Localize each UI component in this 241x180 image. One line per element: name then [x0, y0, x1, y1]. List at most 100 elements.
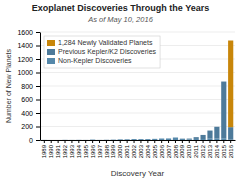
bar — [118, 139, 123, 140]
x-tick-mark — [51, 140, 52, 143]
bar — [187, 139, 192, 140]
x-tick-mark — [230, 140, 231, 143]
x-tick-mark — [71, 140, 72, 143]
x-tick: 2014 — [214, 140, 220, 158]
x-tick: 2016 — [228, 140, 234, 158]
x-tick-label: 1996 — [90, 144, 96, 158]
x-tick-label: 1999 — [110, 144, 116, 158]
bar — [90, 139, 95, 140]
x-tick: 2010 — [186, 140, 192, 158]
y-tick: 1000 — [17, 69, 40, 76]
bar — [49, 140, 54, 141]
grid-line — [40, 99, 235, 100]
grid-line — [40, 72, 235, 73]
bar — [49, 140, 54, 141]
x-tick-label: 2015 — [221, 144, 227, 158]
x-tick-label: 2012 — [200, 144, 206, 158]
bar — [221, 82, 226, 139]
x-tick-mark — [78, 140, 79, 143]
legend-swatch — [47, 58, 55, 64]
bar — [214, 139, 219, 140]
bar — [125, 139, 130, 140]
y-tick-mark — [36, 113, 40, 114]
x-tick-mark — [182, 140, 183, 143]
x-tick-label: 1995 — [83, 144, 89, 158]
bar — [138, 139, 143, 140]
bar — [76, 139, 81, 140]
x-tick: 1994 — [76, 140, 82, 158]
x-tick-mark — [168, 140, 169, 143]
y-tick-mark — [36, 59, 40, 60]
legend: 1,284 Newly Validated PlanetsPrevious Ke… — [44, 36, 160, 68]
bar — [166, 138, 171, 139]
y-tick-label: 1400 — [17, 42, 33, 49]
x-tick-label: 2014 — [214, 144, 220, 158]
bar — [69, 139, 74, 140]
bar — [83, 139, 88, 140]
bar — [221, 138, 226, 140]
bar — [180, 138, 185, 139]
bar — [152, 138, 157, 139]
x-tick: 2001 — [124, 140, 130, 158]
bar — [111, 139, 116, 140]
legend-label: Previous Kepler/K2 Discoveries — [58, 48, 157, 56]
y-tick-label: 600 — [21, 96, 33, 103]
y-tick-mark — [36, 73, 40, 74]
bar — [76, 139, 81, 140]
x-tick-mark — [209, 140, 210, 143]
x-tick-label: 1994 — [76, 144, 82, 158]
x-tick: 1996 — [90, 140, 96, 158]
y-tick: 1400 — [17, 42, 40, 49]
x-tick: 2013 — [207, 140, 213, 158]
x-tick-mark — [216, 140, 217, 143]
bar — [42, 139, 47, 140]
x-tick: 1989 — [41, 140, 47, 158]
bar — [56, 140, 61, 141]
bar — [166, 138, 171, 140]
x-tick: 2002 — [131, 140, 137, 158]
bar — [97, 139, 102, 140]
bar — [159, 139, 164, 140]
x-tick: 1997 — [97, 140, 103, 158]
legend-frame — [44, 36, 160, 68]
x-tick-mark — [113, 140, 114, 143]
title: Exoplanet Discoveries Through the Years — [32, 3, 209, 13]
x-tick-mark — [120, 140, 121, 143]
bar — [173, 138, 178, 140]
y-tick-mark — [36, 140, 40, 141]
bar — [131, 139, 136, 140]
grid-line — [40, 140, 235, 141]
x-tick: 2012 — [200, 140, 206, 158]
x-tick-mark — [161, 140, 162, 143]
x-tick-label: 1990 — [48, 144, 54, 158]
x-tick: 2004 — [145, 140, 151, 158]
bar — [166, 138, 171, 139]
bar — [145, 139, 150, 140]
bar — [145, 139, 150, 140]
x-tick-label: 2011 — [193, 144, 199, 158]
bar — [97, 139, 102, 140]
y-tick: 800 — [21, 83, 40, 90]
bar — [138, 139, 143, 140]
x-tick-label: 2001 — [124, 144, 130, 158]
bar — [97, 139, 102, 140]
x-tick-label: 2006 — [159, 144, 165, 158]
bar — [125, 139, 130, 140]
grid-line — [40, 86, 235, 87]
bar — [49, 140, 54, 141]
subtitle: As of May 10, 2016 — [87, 15, 153, 24]
y-tick-mark — [36, 100, 40, 101]
x-tick-label: 1997 — [97, 144, 103, 158]
bar — [42, 139, 47, 140]
x-tick-label: 2000 — [117, 144, 123, 158]
x-tick-mark — [127, 140, 128, 143]
x-tick-mark — [196, 140, 197, 143]
y-axis-title: Number of New Planets — [5, 49, 12, 123]
legend-label: Non-Kepler Discoveries — [58, 57, 132, 65]
bar — [159, 138, 164, 139]
bar — [200, 135, 205, 139]
x-tick-mark — [92, 140, 93, 143]
x-tick-mark — [223, 140, 224, 143]
x-tick-mark — [154, 140, 155, 143]
y-tick: 600 — [21, 96, 40, 103]
